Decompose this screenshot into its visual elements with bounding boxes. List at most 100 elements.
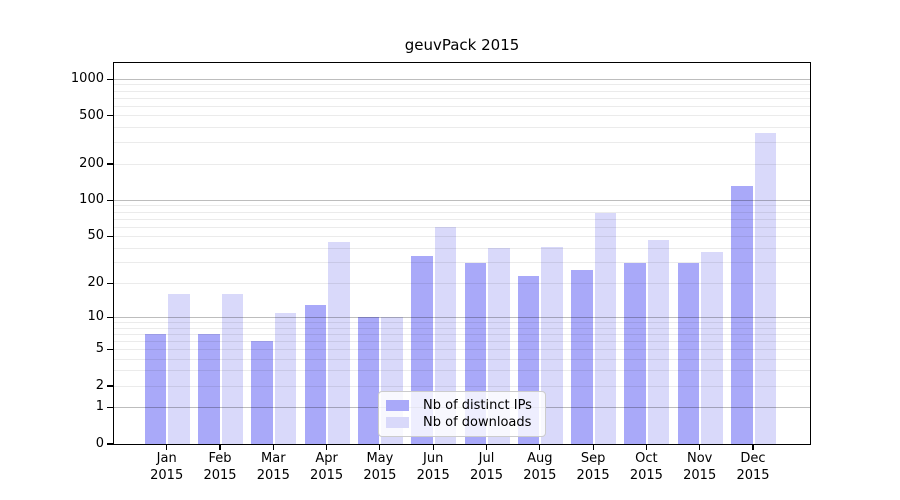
x-tick-mark-sep [592, 445, 594, 450]
y-tick-label-5: 5 [95, 341, 104, 357]
legend-entry-downloads: Nb of downloads [386, 414, 539, 431]
gridline-300 [114, 142, 810, 144]
y-tick-label-2: 2 [95, 378, 104, 393]
gridline-90 [114, 205, 810, 207]
x-tick-mark-feb [219, 445, 221, 450]
y-tick-mark-20 [107, 282, 113, 284]
gridline-900 [114, 84, 810, 86]
gridline-800 [114, 90, 810, 92]
x-tick-mark-oct [645, 445, 647, 450]
bar-downloads-jan [168, 294, 190, 444]
bar-downloads-sep [594, 213, 617, 444]
gridline-3 [114, 370, 810, 372]
gridline-9 [114, 322, 810, 323]
x-tick-label-apr: Apr 2015 [310, 451, 344, 483]
y-tick-mark-5 [107, 348, 113, 350]
gridline-40 [114, 247, 810, 249]
gridline-5 [114, 349, 810, 350]
bar-downloads-feb [221, 294, 243, 444]
x-tick-mark-may [379, 445, 381, 450]
x-tick-mark-mar [272, 445, 274, 450]
gridline-8 [114, 327, 810, 329]
x-tick-label-mar: Mar 2015 [256, 451, 290, 483]
x-tick-label-jan: Jan 2015 [150, 451, 184, 483]
chart-title: geuvPack 2015 [404, 36, 520, 54]
y-tick-mark-10 [107, 316, 113, 318]
bar-downloads-oct [647, 239, 670, 444]
bar-downloads-mar [274, 312, 297, 444]
y-tick-mark-500 [107, 115, 113, 117]
plot-area: Nb of distinct IPs Nb of downloads [113, 62, 811, 445]
y-tick-label-200: 200 [79, 156, 104, 171]
x-tick-label-aug: Aug 2015 [523, 451, 557, 483]
bar-distinct-ips-jan [144, 334, 167, 444]
x-tick-mark-jun [432, 445, 434, 450]
y-tick-label-1: 1 [95, 399, 104, 415]
x-tick-label-sep: Sep 2015 [576, 451, 610, 483]
y-tick-label-500: 500 [79, 107, 104, 123]
x-tick-label-oct: Oct 2015 [629, 451, 663, 483]
y-tick-label-10: 10 [87, 309, 104, 325]
x-tick-mark-nov [699, 445, 701, 450]
gridline-50 [114, 236, 810, 237]
legend-swatch-downloads [386, 417, 409, 428]
gridline-100 [114, 199, 810, 201]
gridline-7 [114, 333, 810, 335]
y-tick-mark-100 [107, 199, 113, 201]
x-tick-label-dec: Dec 2015 [736, 451, 770, 483]
y-tick-label-100: 100 [79, 192, 104, 208]
y-tick-label-1000: 1000 [70, 71, 104, 87]
gridline-200 [114, 163, 810, 165]
bar-downloads-dec [754, 133, 776, 444]
gridline-20 [114, 282, 810, 284]
bar-distinct-ips-oct [624, 262, 646, 444]
gridline-80 [114, 211, 810, 213]
bar-downloads-apr [328, 241, 350, 444]
y-tick-mark-2 [107, 385, 113, 387]
bar-downloads-nov [701, 251, 723, 444]
legend-label-downloads: Nb of downloads [423, 415, 532, 430]
x-tick-mark-apr [326, 445, 328, 450]
bar-distinct-ips-mar [251, 341, 273, 444]
legend-entry-distinct-ips: Nb of distinct IPs [386, 397, 539, 414]
gridline-600 [114, 105, 810, 107]
x-tick-mark-dec [752, 445, 754, 450]
legend-swatch-distinct-ips [386, 400, 409, 411]
bar-distinct-ips-may [357, 317, 380, 444]
x-tick-mark-jan [166, 445, 168, 450]
legend: Nb of distinct IPs Nb of downloads [378, 391, 546, 437]
x-tick-label-feb: Feb 2015 [203, 451, 237, 483]
gridline-6 [114, 340, 810, 342]
bar-distinct-ips-sep [571, 270, 593, 444]
legend-label-distinct-ips: Nb of distinct IPs [423, 398, 532, 413]
gridline-700 [114, 97, 810, 99]
y-tick-mark-50 [107, 235, 113, 237]
y-tick-label-0: 0 [95, 436, 104, 451]
gridline-60 [114, 226, 810, 228]
x-tick-label-jul: Jul 2015 [469, 451, 504, 483]
x-tick-mark-jul [485, 445, 488, 450]
x-tick-label-nov: Nov 2015 [683, 451, 717, 483]
x-tick-label-jun: Jun 2015 [416, 451, 450, 483]
gridline-4 [114, 358, 810, 360]
x-tick-label-may: May 2015 [363, 451, 397, 483]
gridline-400 [114, 127, 810, 129]
gridline-30 [114, 262, 810, 264]
y-tick-mark-200 [107, 163, 113, 165]
bar-downloads-jun [434, 226, 457, 444]
gridline-10 [114, 317, 810, 318]
y-tick-label-50: 50 [87, 228, 104, 244]
y-tick-mark-0 [107, 443, 113, 445]
bar-distinct-ips-apr [304, 304, 327, 444]
gridline-2 [114, 385, 810, 387]
y-tick-mark-1000 [107, 78, 113, 80]
gridline-500 [114, 115, 810, 117]
gridline-1000 [114, 78, 810, 80]
y-tick-label-20: 20 [87, 275, 104, 291]
gridline-70 [114, 218, 810, 220]
bar-distinct-ips-dec [731, 185, 753, 444]
y-tick-mark-1 [107, 406, 113, 408]
x-tick-mark-aug [539, 445, 541, 450]
bar-downloads-aug [541, 246, 563, 444]
